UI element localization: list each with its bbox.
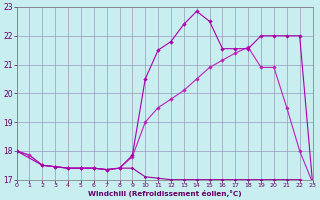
X-axis label: Windchill (Refroidissement éolien,°C): Windchill (Refroidissement éolien,°C) <box>88 190 241 197</box>
